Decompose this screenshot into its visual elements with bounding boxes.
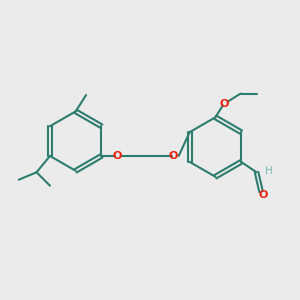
Text: O: O [258, 190, 268, 200]
Text: O: O [220, 99, 229, 109]
Text: O: O [169, 151, 178, 161]
Text: H: H [265, 166, 273, 176]
Text: O: O [112, 151, 122, 161]
